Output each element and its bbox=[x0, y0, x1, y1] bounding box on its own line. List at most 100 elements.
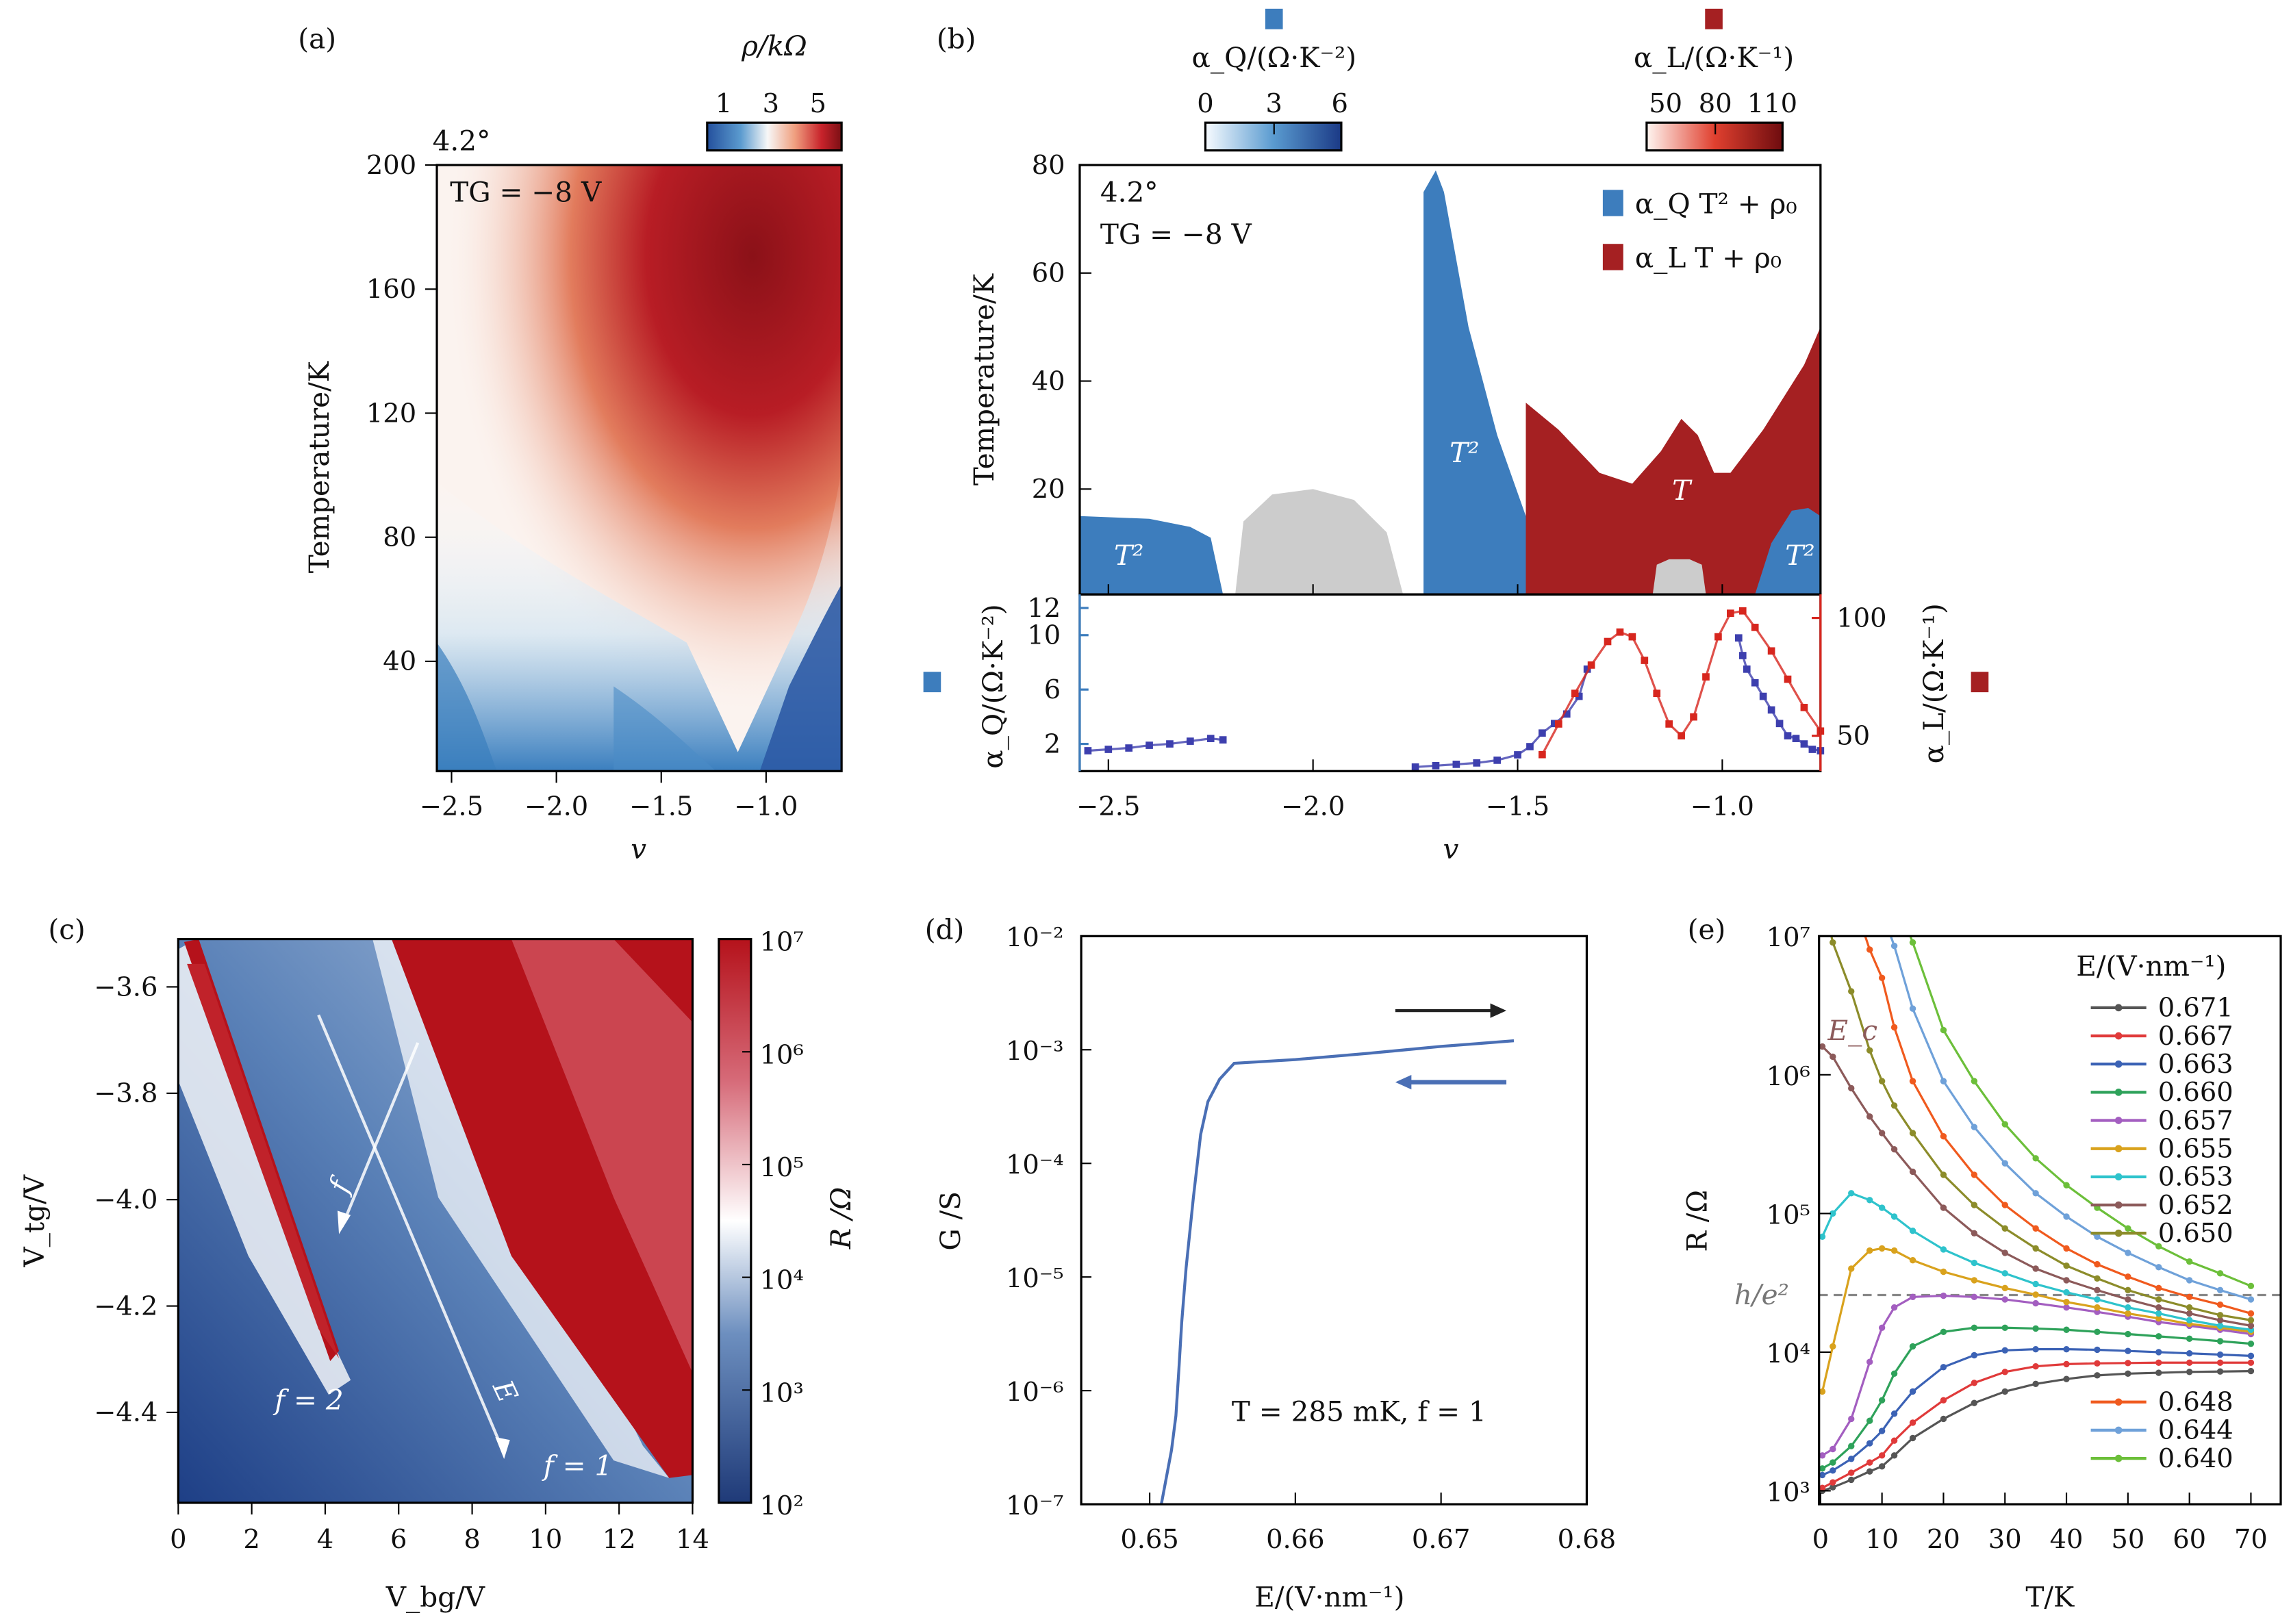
data-point bbox=[1830, 1053, 1836, 1061]
series-line bbox=[1909, 936, 2252, 1287]
data-point bbox=[1878, 974, 1886, 981]
panel-d-plot bbox=[1160, 1039, 1515, 1505]
data-point bbox=[2247, 1317, 2255, 1323]
legend-label: 0.650 bbox=[2158, 1218, 2233, 1249]
data-point bbox=[2216, 1312, 2224, 1319]
data-point bbox=[1890, 1247, 1898, 1254]
data-point bbox=[2155, 1243, 2162, 1249]
data-point bbox=[1830, 1459, 1836, 1466]
data-point bbox=[1830, 698, 1836, 704]
data-point bbox=[1909, 1228, 1916, 1234]
panel-c-xlabel: V_bg/V bbox=[385, 1580, 485, 1613]
data-point bbox=[2186, 1317, 2193, 1323]
data-point bbox=[1784, 732, 1792, 739]
legend-label: 0.655 bbox=[2158, 1133, 2233, 1164]
data-point bbox=[1890, 1146, 1898, 1153]
data-point bbox=[1971, 1202, 1978, 1208]
data-point bbox=[2216, 1368, 2224, 1375]
panel-a-x-axis: −2.5 −2.0 −1.5 −1.0 bbox=[420, 771, 798, 822]
data-point bbox=[1890, 1370, 1898, 1377]
panel-c-E-arrow bbox=[317, 1014, 506, 1454]
data-point bbox=[1866, 946, 1873, 953]
data-point bbox=[2186, 1258, 2193, 1265]
panel-b-l-colorbar-label: α_L/(Ω·K⁻¹) bbox=[1634, 41, 1794, 74]
data-point bbox=[2186, 1277, 2193, 1284]
data-point bbox=[2216, 1270, 2224, 1277]
data-point bbox=[2094, 1260, 2101, 1268]
data-point bbox=[1641, 657, 1649, 664]
panel-e-legend: E/(V·nm⁻¹) 0.6710.6670.6630.6600.6570.655… bbox=[2076, 950, 2233, 1474]
data-point bbox=[1830, 1484, 1836, 1491]
data-point bbox=[1187, 737, 1194, 745]
data-point bbox=[1971, 1259, 1978, 1267]
legend-marker bbox=[2114, 1173, 2123, 1181]
x-tick-label: −2.5 bbox=[420, 791, 483, 822]
data-point bbox=[1819, 1484, 1826, 1491]
data-point bbox=[1866, 1047, 1873, 1054]
data-point bbox=[1971, 1124, 1978, 1130]
data-point bbox=[1166, 740, 1174, 748]
data-point bbox=[1514, 751, 1521, 759]
data-point bbox=[1587, 661, 1595, 669]
data-point bbox=[1940, 1171, 1947, 1178]
panel-d-label: (d) bbox=[925, 913, 965, 946]
data-point bbox=[1890, 1304, 1898, 1311]
data-point bbox=[1879, 909, 1885, 915]
left-y-tick-label: 12 bbox=[1027, 593, 1061, 624]
data-point bbox=[1665, 720, 1673, 728]
data-point bbox=[2155, 1315, 2162, 1322]
x-tick-label: −2.5 bbox=[1076, 791, 1140, 822]
region-label: T² bbox=[1785, 539, 1814, 572]
data-point bbox=[1759, 692, 1767, 700]
region-none bbox=[1652, 559, 1706, 595]
data-point bbox=[2155, 1359, 2162, 1366]
data-point bbox=[2247, 1296, 2255, 1303]
data-point bbox=[1879, 850, 1885, 856]
legend-label: 0.660 bbox=[2158, 1077, 2233, 1108]
data-point bbox=[1848, 1084, 1855, 1092]
data-point bbox=[2186, 1350, 2193, 1357]
data-point bbox=[1819, 1465, 1826, 1472]
data-point bbox=[1575, 692, 1583, 700]
panel-c-E-arrowhead bbox=[495, 1436, 510, 1459]
panel-b-right-swatch bbox=[1971, 672, 1989, 693]
data-point bbox=[1866, 1197, 1873, 1204]
data-point bbox=[2216, 1322, 2224, 1330]
data-point bbox=[1890, 942, 1898, 950]
data-point bbox=[1909, 1388, 1916, 1395]
panel-a-heatmap bbox=[437, 165, 842, 772]
panel-c-f-arrowhead bbox=[337, 1210, 351, 1234]
panel-b-l-tick: 50 bbox=[1649, 88, 1682, 119]
data-point bbox=[1800, 704, 1808, 711]
data-point bbox=[1890, 1024, 1898, 1031]
data-point bbox=[1628, 633, 1636, 641]
data-point bbox=[2125, 1225, 2131, 1232]
data-point bbox=[1940, 1078, 1947, 1084]
data-point bbox=[2186, 1310, 2193, 1317]
data-point bbox=[1743, 665, 1751, 673]
data-point bbox=[2186, 1359, 2193, 1366]
y-tick-label: −4.2 bbox=[94, 1291, 157, 1321]
y-tick-label: −4.0 bbox=[94, 1184, 157, 1215]
data-point bbox=[1866, 1358, 1873, 1365]
legend-swatch bbox=[1602, 244, 1623, 270]
data-point bbox=[2186, 1369, 2193, 1375]
panel-c-colorbar-ticks: 10² 10³ 10⁴ 10⁵ 10⁶ 10⁷ bbox=[742, 927, 804, 1521]
legend-label: 0.663 bbox=[2158, 1049, 2233, 1080]
series-line bbox=[1889, 936, 2251, 1301]
y-tick-label: −4.4 bbox=[94, 1397, 157, 1428]
data-point bbox=[1738, 607, 1747, 615]
data-point bbox=[1819, 1388, 1826, 1395]
data-point bbox=[1848, 1190, 1855, 1197]
data-point bbox=[1940, 1268, 1947, 1276]
data-point bbox=[2063, 1213, 2070, 1220]
legend-label: 0.657 bbox=[2158, 1105, 2233, 1136]
x-tick-label: 0.65 bbox=[1120, 1524, 1179, 1555]
panel-c-y-axis: −3.6 −3.8 −4.0 −4.2 −4.4 bbox=[94, 972, 179, 1428]
x-tick-label: −1.5 bbox=[629, 791, 693, 822]
y-tick-label: 40 bbox=[383, 646, 416, 677]
data-point bbox=[2094, 1372, 2101, 1379]
data-point bbox=[1866, 1459, 1873, 1466]
legend-marker bbox=[2114, 1454, 2123, 1462]
